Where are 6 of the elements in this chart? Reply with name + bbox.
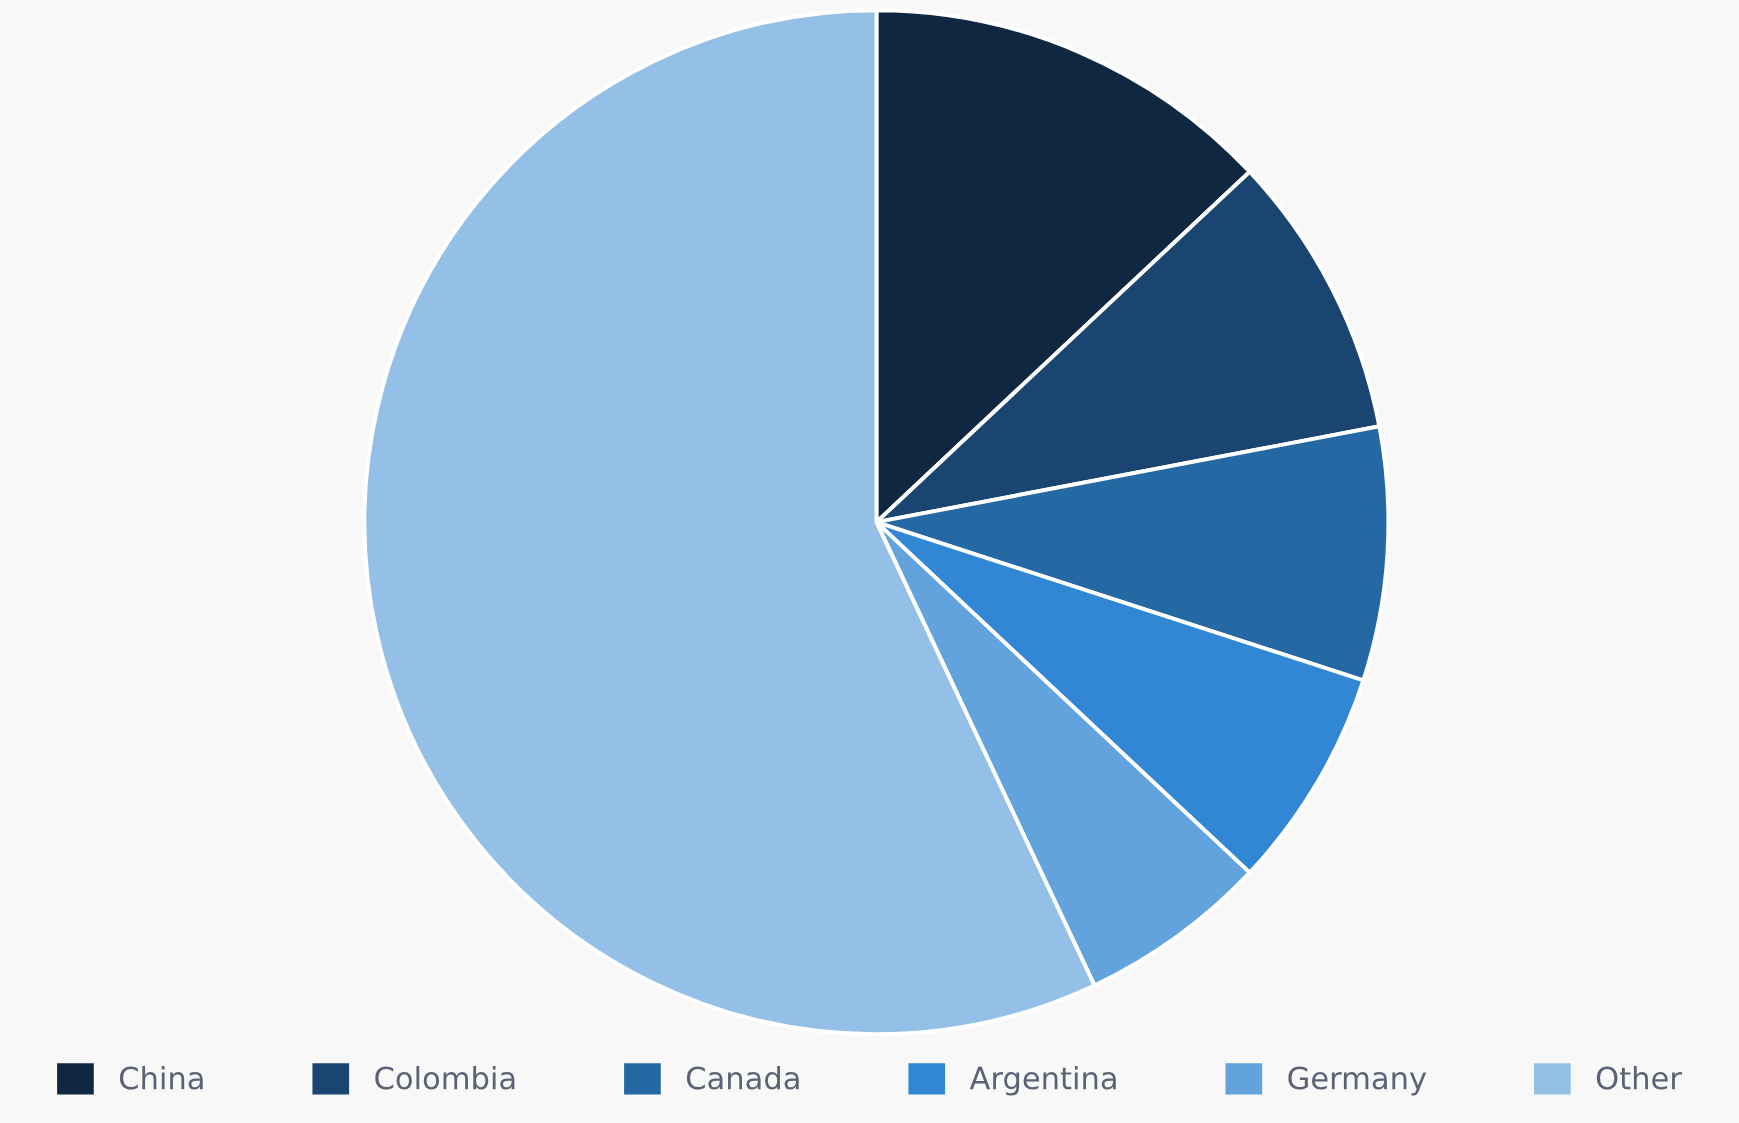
legend-label: Germany [1288,1066,1427,1096]
legend-label: China [119,1065,203,1090]
legend-label: Colombia [375,1065,515,1090]
legend-label: Canada [686,1065,799,1090]
legend-label: Argentina [969,1065,1116,1096]
legend-label: Other [1596,1065,1682,1090]
